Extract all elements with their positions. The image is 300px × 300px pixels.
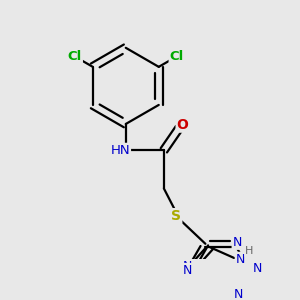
Text: N: N: [183, 260, 192, 273]
Text: N: N: [234, 288, 243, 300]
Text: N: N: [232, 236, 242, 249]
Text: N: N: [183, 264, 192, 277]
Text: O: O: [177, 118, 188, 132]
Text: H: H: [245, 246, 254, 256]
Text: N: N: [236, 253, 245, 266]
Text: Cl: Cl: [169, 50, 184, 63]
Text: HN: HN: [110, 144, 130, 157]
Text: S: S: [171, 209, 181, 223]
Text: Cl: Cl: [68, 50, 82, 63]
Text: N: N: [253, 262, 262, 275]
